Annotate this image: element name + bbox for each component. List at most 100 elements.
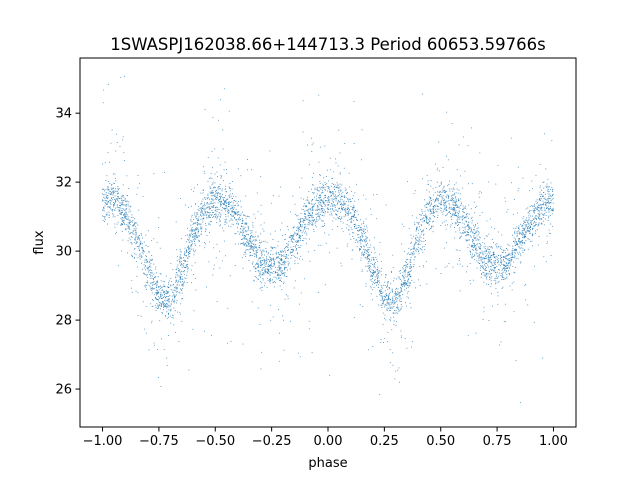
data-point <box>378 304 380 306</box>
data-point <box>515 248 517 250</box>
data-point <box>291 254 293 256</box>
data-point <box>275 247 277 249</box>
data-point <box>402 275 404 277</box>
data-point <box>192 328 194 330</box>
data-point <box>415 238 416 239</box>
data-point <box>218 199 220 201</box>
data-point <box>442 167 444 168</box>
data-point <box>512 256 514 258</box>
data-point <box>447 185 449 187</box>
data-point <box>255 264 257 266</box>
data-point <box>300 237 301 239</box>
data-point <box>413 248 415 250</box>
data-point <box>283 275 285 277</box>
data-point <box>397 369 399 371</box>
data-point <box>519 248 521 250</box>
data-point <box>125 213 127 215</box>
data-point <box>429 196 430 198</box>
data-point <box>170 262 172 264</box>
data-point <box>281 289 283 291</box>
data-point <box>459 198 461 200</box>
data-point <box>161 297 163 299</box>
data-point <box>304 232 306 234</box>
data-point <box>337 201 339 203</box>
data-point <box>338 218 340 219</box>
data-point <box>258 247 260 249</box>
data-point <box>113 192 115 194</box>
data-point <box>306 206 308 207</box>
data-point <box>308 215 310 217</box>
data-point <box>288 249 290 251</box>
data-point <box>200 211 202 213</box>
data-point <box>116 197 118 199</box>
data-point <box>224 221 226 223</box>
data-point <box>156 303 158 304</box>
data-point <box>178 271 180 273</box>
data-point <box>391 307 393 309</box>
data-point <box>402 272 404 274</box>
data-point <box>150 282 152 284</box>
data-point <box>240 213 242 215</box>
data-point <box>513 256 515 258</box>
data-point <box>330 191 332 193</box>
data-point <box>372 283 374 285</box>
data-point <box>437 167 439 169</box>
data-point <box>209 214 211 216</box>
data-point <box>342 196 344 197</box>
data-point <box>248 234 249 236</box>
data-point <box>522 232 524 233</box>
data-point <box>160 305 162 307</box>
data-point <box>131 291 133 293</box>
data-point <box>386 294 387 296</box>
data-point <box>276 275 278 277</box>
data-point <box>131 279 133 281</box>
data-point <box>506 276 508 278</box>
data-point <box>169 315 171 317</box>
data-point <box>530 223 532 225</box>
data-point <box>165 300 167 302</box>
data-point <box>471 236 472 238</box>
data-point <box>179 258 181 260</box>
data-point <box>348 198 350 200</box>
data-point <box>366 265 368 267</box>
data-point <box>445 204 447 206</box>
data-point <box>207 197 209 199</box>
data-point <box>183 281 185 283</box>
data-point <box>175 269 177 271</box>
data-point <box>509 285 511 287</box>
data-point <box>467 335 469 337</box>
data-point <box>455 192 457 194</box>
data-point <box>477 261 479 263</box>
data-point <box>273 259 274 261</box>
data-point <box>320 244 322 246</box>
data-point <box>343 208 345 210</box>
data-point <box>529 230 531 232</box>
data-point <box>130 221 132 223</box>
data-point <box>204 214 206 216</box>
data-point <box>452 202 454 204</box>
data-point <box>124 209 126 211</box>
data-point <box>473 237 475 239</box>
data-point <box>420 218 422 220</box>
data-point <box>221 227 223 229</box>
data-point <box>260 257 262 259</box>
data-point <box>382 302 384 304</box>
data-point <box>385 276 386 278</box>
data-point <box>550 233 552 235</box>
data-point <box>273 286 275 288</box>
data-point <box>197 220 199 222</box>
data-point <box>224 202 226 204</box>
data-point <box>400 270 401 271</box>
data-point <box>403 268 405 270</box>
data-point <box>529 206 531 208</box>
data-point <box>409 249 411 251</box>
data-point <box>156 286 157 288</box>
data-point <box>317 206 319 208</box>
data-point <box>376 269 378 271</box>
data-point <box>156 294 157 296</box>
data-point <box>228 220 230 222</box>
data-point <box>183 254 185 256</box>
data-point <box>319 173 321 175</box>
data-point <box>300 235 302 237</box>
data-point <box>259 324 261 326</box>
